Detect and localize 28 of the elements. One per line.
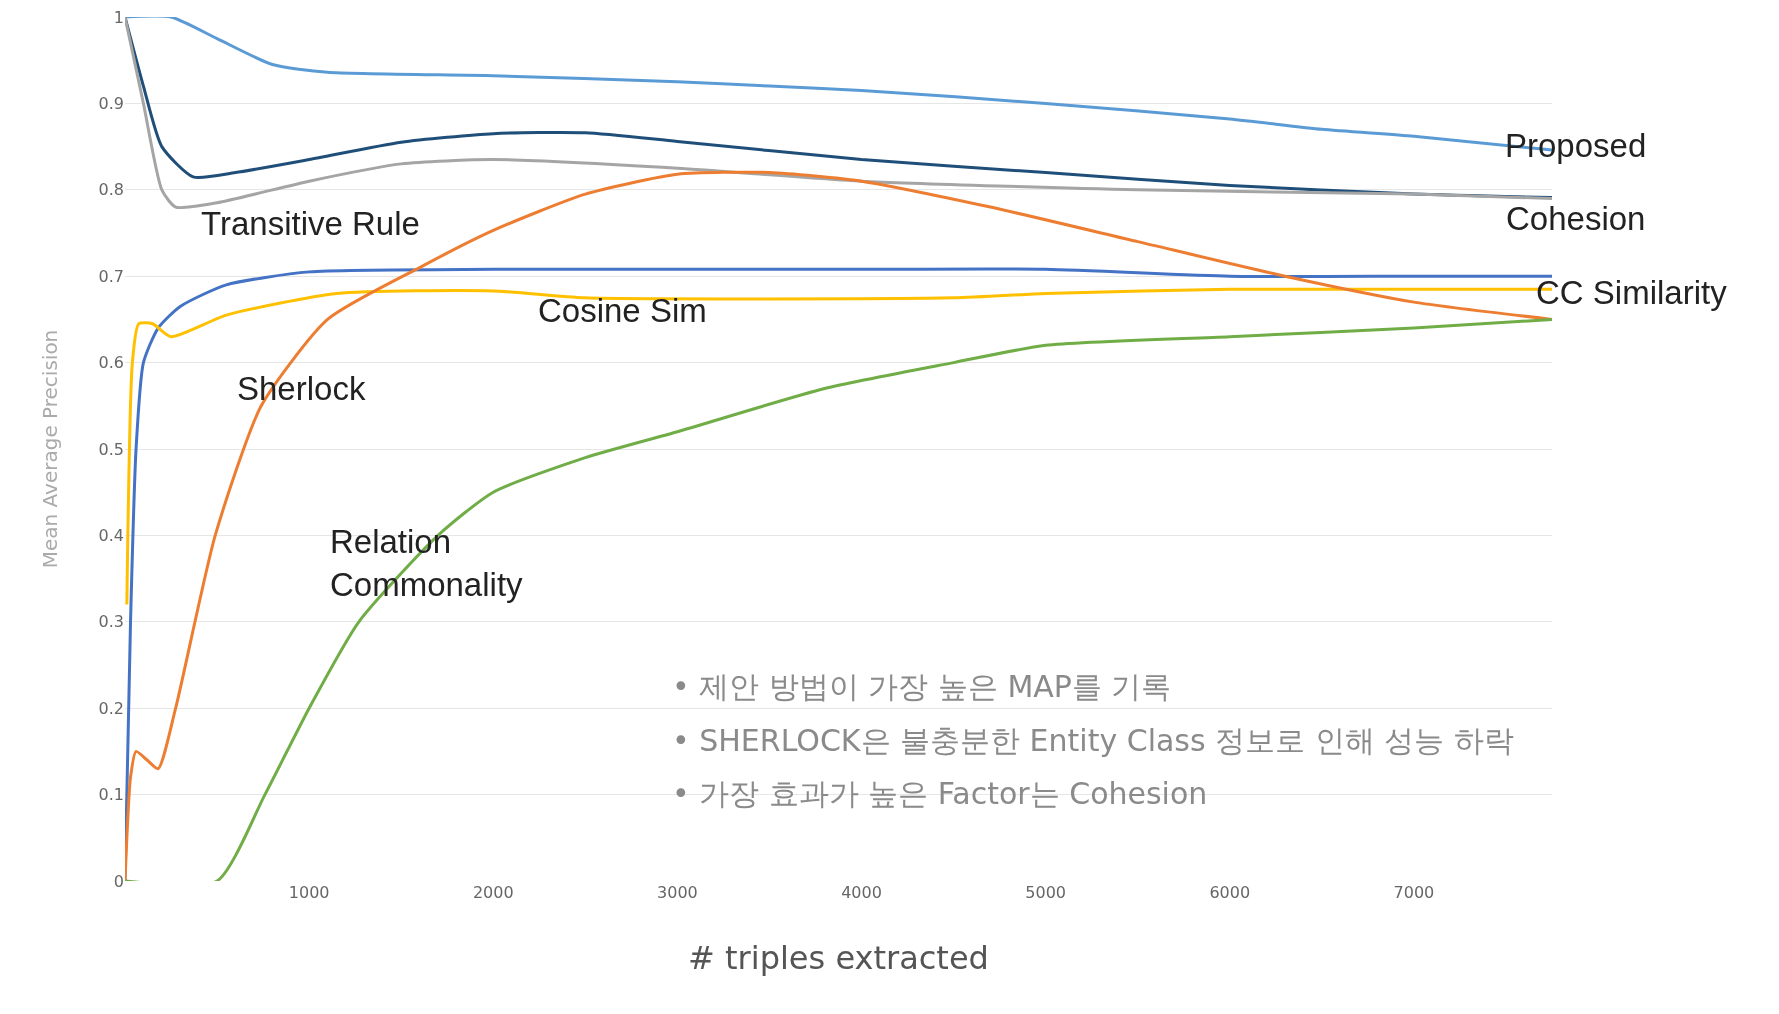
y-tick-label: 0.9 bbox=[98, 94, 124, 113]
y-tick-label: 0.5 bbox=[98, 439, 124, 459]
x-tick-label: 3000 bbox=[657, 883, 698, 902]
y-tick-label: 0.6 bbox=[98, 353, 124, 373]
x-tick-label: 5000 bbox=[1025, 883, 1067, 902]
y-tick-label: 1 bbox=[113, 7, 124, 27]
series-label: CC Similarity bbox=[1536, 274, 1728, 311]
annotation: • 제안 방법이 가장 높은 MAP를 기록 bbox=[672, 669, 1172, 704]
y-tick-label: 0.8 bbox=[98, 180, 124, 200]
annotation: • 가장 효과가 높은 Factor는 Cohesion bbox=[672, 776, 1208, 811]
y-tick-label: 0.7 bbox=[98, 266, 124, 286]
x-tick-label: 4000 bbox=[841, 883, 882, 902]
x-axis-title: # triples extracted bbox=[688, 938, 989, 977]
y-tick-label: 0.4 bbox=[98, 526, 124, 545]
x-tick-label: 2000 bbox=[472, 883, 514, 902]
y-tick-label: 0.3 bbox=[98, 612, 124, 632]
y-tick-label: 0 bbox=[113, 871, 124, 891]
annotation: • SHERLOCK은 불충분한 Entity Class 정보로 인해 성능 하락 bbox=[672, 723, 1514, 758]
x-tick-label: 6000 bbox=[1209, 883, 1251, 902]
series-label: Transitive Rule bbox=[201, 205, 420, 242]
series-label: Proposed bbox=[1505, 127, 1647, 164]
x-tick-label: 1000 bbox=[288, 883, 330, 902]
x-tick-label: 7000 bbox=[1393, 883, 1435, 902]
y-axis-title: Mean Average Precision bbox=[38, 329, 63, 569]
series-label: Cosine Sim bbox=[538, 292, 707, 329]
series-label: Cohesion bbox=[1506, 200, 1646, 237]
y-tick-label: 0.2 bbox=[98, 698, 124, 718]
y-tick-label: 0.1 bbox=[98, 785, 124, 805]
